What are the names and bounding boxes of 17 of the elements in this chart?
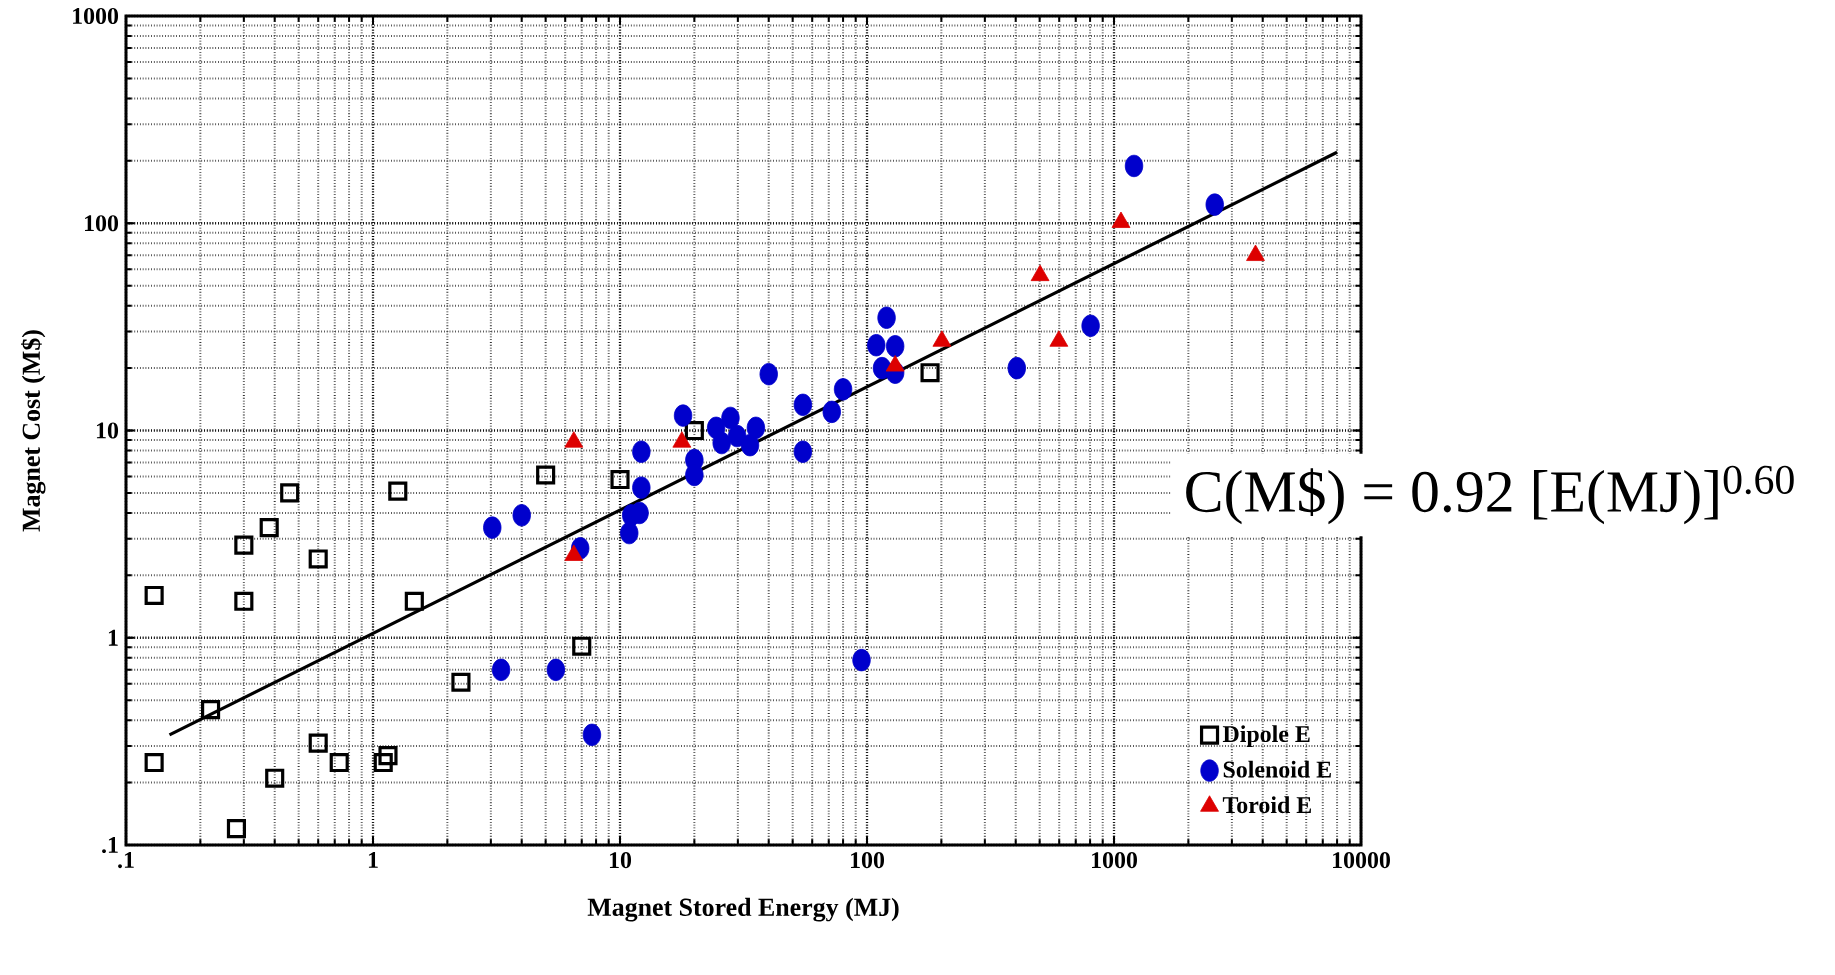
- legend-label: Toroid E: [1222, 796, 1311, 814]
- annotation: C(M$) = 0.92 [E(MJ)]$^{0.60}$: [1186, 465, 1794, 525]
- legend-label: Dipole E: [1222, 725, 1310, 747]
- y-tick-label: 10: [96, 422, 119, 439]
- x-axis-title: Magnet Stored Energy (MJ): [587, 897, 899, 922]
- y-tick-label: 1: [108, 629, 118, 646]
- x-tick-label: 1000: [1092, 852, 1137, 869]
- y-tick-label: 100: [85, 215, 119, 232]
- y-axis-title: Magnet Cost (M$): [21, 330, 46, 532]
- y-tick-label: .1: [102, 836, 118, 854]
- y-tick-label: 1000: [73, 7, 119, 25]
- x-tick-label: 1: [368, 852, 378, 868]
- legend-label: Solenoid E: [1223, 760, 1331, 778]
- x-tick-label: 10: [609, 852, 632, 869]
- x-tick-label: 100: [850, 852, 885, 869]
- x-tick-label: 10000: [1333, 852, 1390, 869]
- x-tick-label: .1: [118, 852, 134, 869]
